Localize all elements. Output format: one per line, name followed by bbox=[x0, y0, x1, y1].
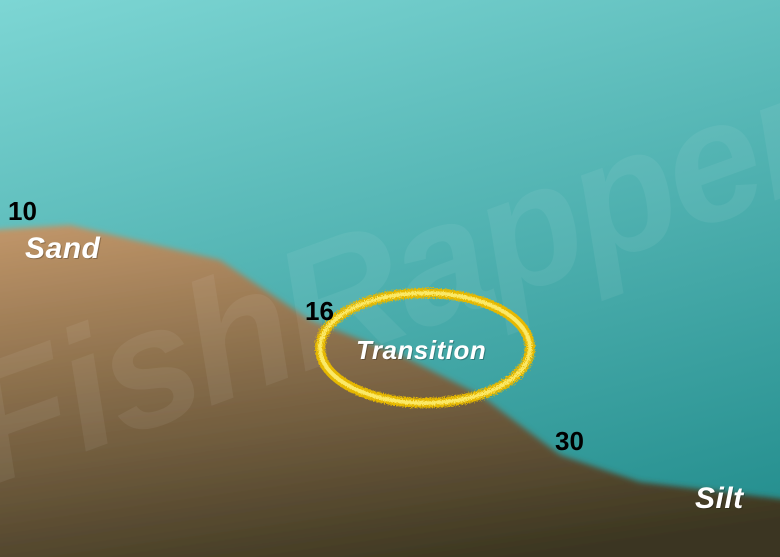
diagram-canvas: FishRapper 10 16 30 Sand Transition Silt bbox=[0, 0, 780, 557]
depth-marker-16: 16 bbox=[305, 296, 334, 327]
zone-label-silt: Silt bbox=[695, 482, 744, 516]
depth-marker-10: 10 bbox=[8, 196, 37, 227]
depth-marker-30: 30 bbox=[555, 426, 584, 457]
zone-label-sand: Sand bbox=[25, 232, 100, 266]
zone-label-transition: Transition bbox=[356, 335, 486, 366]
